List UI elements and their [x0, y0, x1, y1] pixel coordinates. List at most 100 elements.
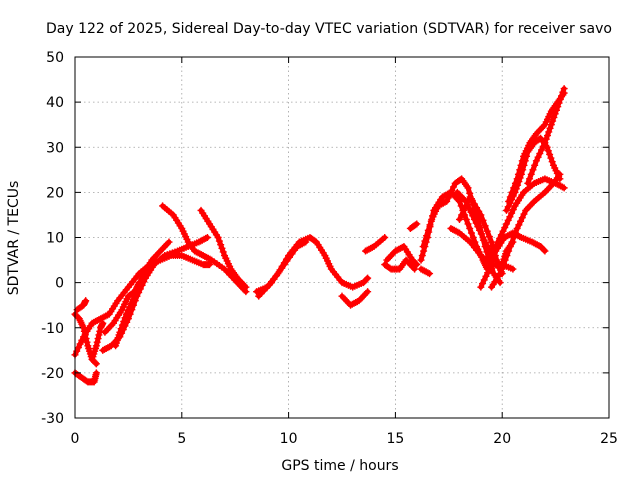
axis-ticks: 0 5 10 15 20 25 -30 -20 -10 0 10 20 30 40 50 [41, 50, 618, 447]
data-point-marker [513, 175, 521, 183]
data-point-marker [506, 213, 514, 221]
series-track-22 [453, 188, 500, 264]
x-tick-label: 15 [386, 431, 404, 447]
data-point-marker [546, 150, 554, 158]
y-tick-label: -20 [41, 366, 64, 382]
data-point-marker [506, 193, 514, 201]
data-point-marker [556, 95, 564, 103]
data-point-marker [554, 103, 562, 111]
data-point-marker [504, 216, 512, 224]
data-point-marker [311, 237, 319, 245]
data-point-marker [120, 317, 128, 325]
data-point-marker [464, 220, 472, 228]
data-point-marker [467, 229, 475, 237]
data-point-marker [559, 88, 567, 96]
data-point-marker [126, 303, 134, 311]
data-point-marker [92, 360, 100, 368]
data-point-marker [466, 193, 474, 201]
data-point-marker [80, 324, 88, 332]
x-tick-label: 25 [600, 431, 618, 447]
x-tick-label: 5 [177, 431, 186, 447]
data-point-marker [508, 209, 516, 217]
data-point-marker [131, 292, 139, 300]
data-point-marker [203, 234, 211, 241]
data-point-marker [83, 338, 91, 346]
data-point-marker [515, 221, 523, 229]
data-point-marker [278, 264, 286, 272]
data-point-marker [426, 270, 434, 278]
x-tick-label: 0 [71, 431, 80, 447]
y-tick-label: 20 [46, 185, 64, 201]
data-point-marker [543, 132, 551, 140]
data-point-marker [94, 335, 102, 343]
data-point-marker [411, 265, 419, 273]
series-track-9 [159, 202, 250, 296]
data-point-marker [136, 279, 144, 287]
data-point-marker [426, 221, 434, 229]
data-point-marker [138, 274, 146, 282]
data-point-marker [283, 257, 291, 265]
data-point-marker [517, 161, 525, 169]
data-point-marker [480, 276, 488, 284]
data-point-marker [472, 219, 480, 227]
series-track-5 [88, 319, 107, 363]
data-point-marker [273, 271, 281, 279]
data-point-marker [509, 265, 517, 273]
data-point-marker [134, 283, 142, 291]
y-tick-label: 50 [46, 50, 64, 66]
y-tick-label: 40 [46, 95, 64, 111]
chart-title: Day 122 of 2025, Sidereal Day-to-day VTE… [46, 21, 612, 37]
data-point-marker [485, 233, 493, 241]
data-point-marker [270, 275, 278, 283]
data-point-marker [122, 310, 130, 318]
y-tick-label: -30 [41, 411, 64, 427]
data-point-marker [510, 184, 518, 192]
x-axis-title: GPS time / hours [281, 458, 398, 474]
series-track-8 [112, 238, 173, 350]
data-point-marker [133, 288, 141, 296]
data-point-marker [424, 226, 432, 234]
data-point-marker [464, 197, 472, 205]
data-point-marker [558, 92, 566, 100]
data-point-marker [80, 327, 88, 335]
series-track-16 [381, 256, 419, 273]
data-point-marker [560, 85, 568, 93]
data-point-marker [524, 179, 532, 187]
data-point-marker [549, 117, 557, 125]
data-point-marker [444, 194, 452, 202]
data-point-marker [539, 142, 547, 150]
data-point-marker [542, 135, 550, 143]
data-point-marker [124, 307, 132, 315]
data-point-marker [540, 246, 548, 254]
data-point-marker [285, 253, 293, 261]
data-tracks [71, 85, 568, 386]
data-point-marker [413, 220, 421, 228]
data-point-marker [509, 206, 517, 214]
series-track-13 [338, 288, 372, 309]
data-point-marker [466, 224, 474, 232]
data-point-marker [541, 139, 549, 147]
data-point-marker [532, 157, 540, 165]
data-point-marker [545, 128, 553, 136]
data-point-marker [449, 183, 457, 191]
series-track-4 [73, 297, 90, 314]
data-point-marker [127, 299, 135, 307]
data-point-marker [469, 212, 477, 220]
data-point-marker [96, 327, 104, 335]
data-point-marker [484, 269, 492, 277]
data-point-marker [477, 211, 485, 219]
data-point-marker [544, 147, 552, 155]
data-point-marker [364, 288, 372, 296]
data-point-marker [479, 280, 487, 288]
y-tick-label: 0 [55, 276, 64, 292]
data-point-marker [446, 190, 454, 198]
data-point-marker [462, 215, 470, 223]
data-point-marker [413, 261, 421, 269]
series-track-14 [361, 234, 389, 255]
data-point-marker [302, 238, 310, 246]
data-point-marker [527, 170, 535, 178]
data-point-marker [419, 243, 427, 251]
data-point-marker [73, 347, 81, 355]
data-point-marker [74, 344, 82, 352]
data-point-marker [76, 340, 84, 348]
